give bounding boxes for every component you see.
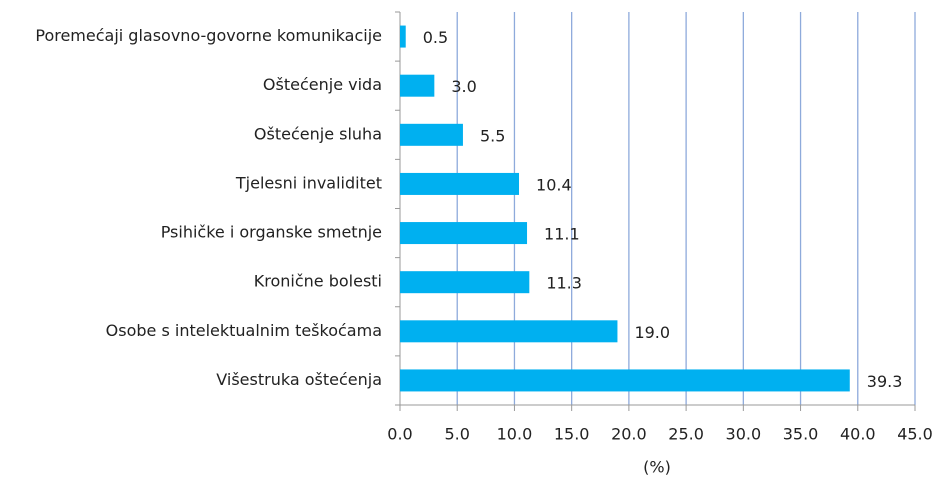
x-tick-label: 25.0	[668, 425, 704, 444]
data-label: 10.4	[536, 175, 572, 194]
x-tick-label: 30.0	[726, 425, 762, 444]
bar	[400, 172, 520, 195]
data-label: 39.3	[867, 372, 903, 391]
bar	[400, 271, 530, 294]
data-label: 11.3	[546, 274, 582, 293]
data-label: 5.5	[480, 126, 505, 145]
y-tick-label: Tjelesni invaliditet	[235, 173, 382, 192]
y-tick-label: Kronične bolesti	[254, 272, 382, 291]
x-tick-label: 0.0	[387, 425, 412, 444]
bar	[400, 222, 528, 245]
bar	[400, 25, 406, 48]
x-tick-label: 5.0	[444, 425, 469, 444]
x-tick-label: 15.0	[554, 425, 590, 444]
y-tick-label: Oštećenje sluha	[254, 124, 382, 143]
data-label: 3.0	[451, 77, 476, 96]
bar	[400, 320, 618, 343]
data-label: 11.1	[544, 225, 580, 244]
x-tick-label: 40.0	[840, 425, 876, 444]
data-label: 0.5	[423, 28, 448, 47]
bar	[400, 369, 850, 392]
x-tick-label: 10.0	[497, 425, 533, 444]
x-axis-label: (%)	[643, 458, 671, 477]
x-tick-label: 20.0	[611, 425, 647, 444]
y-tick-label: Poremećaji glasovno-govorne komunikacije	[35, 26, 382, 45]
y-tick-label: Oštećenje vida	[263, 75, 382, 94]
y-tick-label: Psihičke i organske smetnje	[161, 223, 382, 242]
bar	[400, 74, 435, 97]
y-tick-label: Višestruka oštećenja	[216, 370, 382, 389]
x-tick-label: 35.0	[783, 425, 819, 444]
x-tick-label: 45.0	[897, 425, 933, 444]
data-label: 19.0	[634, 323, 670, 342]
bar	[400, 123, 463, 146]
y-tick-label: Osobe s intelektualnim teškoćama	[106, 321, 382, 340]
